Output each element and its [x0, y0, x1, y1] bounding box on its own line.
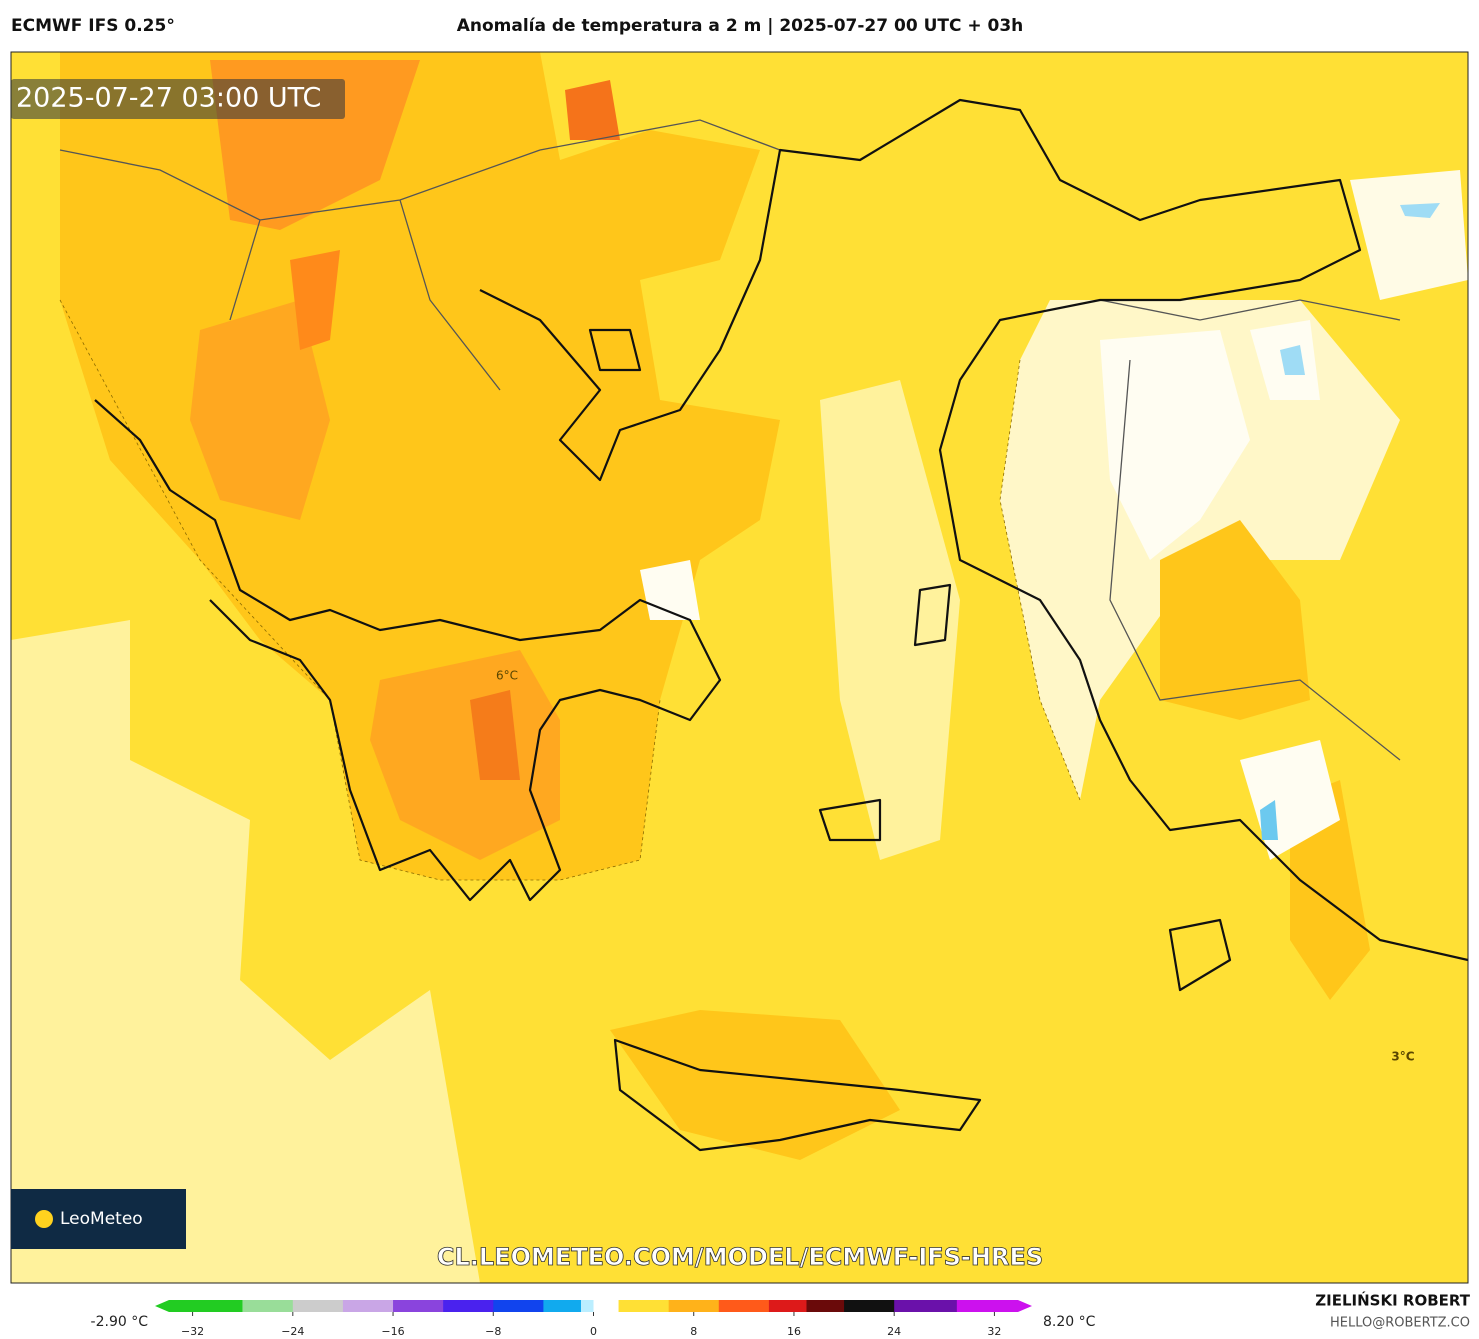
- field-dark-orange: [370, 650, 560, 860]
- min-value: -2.90 °C: [91, 1314, 149, 1330]
- contour-label: 3°C: [1391, 1050, 1414, 1064]
- field-cyan: [1260, 800, 1278, 840]
- colorbar-segment: [580, 1300, 594, 1312]
- island-coastline: [1168, 918, 1232, 992]
- crete-coastline: [613, 1038, 982, 1152]
- colorbar-segment: [543, 1300, 582, 1312]
- model-name: ECMWF IFS 0.25°: [11, 16, 175, 36]
- field-light: [11, 620, 480, 1283]
- colorbar-arrow: [956, 1300, 1032, 1312]
- colorbar-segment: [894, 1300, 958, 1312]
- logo-sun: [35, 1210, 53, 1228]
- author-email: HELLO@ROBERTZ.CO: [1330, 1316, 1470, 1331]
- colorbar-segment: [443, 1300, 494, 1312]
- logo-text: LeoMeteo: [60, 1209, 143, 1229]
- map-title: Anomalía de temperatura a 2 m | 2025-07-…: [457, 16, 1024, 36]
- field-core: [565, 80, 620, 140]
- contour: [59, 299, 661, 881]
- timestamp: 2025-07-27 03:00 UTC: [16, 83, 321, 114]
- field-cyan: [1400, 203, 1440, 218]
- field-core: [290, 250, 340, 350]
- island-coastline: [588, 328, 642, 372]
- colorbar-segment: [393, 1300, 444, 1312]
- coastline: [94, 399, 722, 902]
- field-cyan: [1280, 345, 1305, 375]
- timestamp-box: [11, 79, 345, 119]
- watermark-url: CL.LEOMETEO.COM/MODEL/ECMWF-IFS-HRES: [437, 1243, 1043, 1271]
- field-orange: [1160, 520, 1310, 720]
- field-light: [1350, 170, 1468, 300]
- colorbar-tick-label: 8: [690, 1325, 697, 1338]
- map-frame: [10, 51, 1469, 1284]
- colorbar-arrow: [155, 1300, 243, 1312]
- field-white: [1100, 330, 1250, 560]
- coastline: [479, 98, 1468, 962]
- colorbar-segment: [342, 1300, 394, 1312]
- colorbar-segment: [593, 1300, 620, 1312]
- island-coastline: [913, 583, 952, 647]
- colorbar-tick-label: −16: [381, 1325, 404, 1338]
- map: 6°C 3°C 2025-07-27 03:00 UTC LeoMeteo CL…: [10, 51, 1469, 1284]
- colorbar-segment: [806, 1300, 845, 1312]
- colorbar-tick-label: 24: [887, 1325, 901, 1338]
- colorbar-segment: [242, 1300, 294, 1312]
- colorbar-segment: [718, 1300, 770, 1312]
- contour-label: 6°C: [496, 669, 518, 683]
- field-light: [820, 380, 960, 860]
- max-value: 8.20 °C: [1043, 1314, 1096, 1330]
- author: ZIELIŃSKI ROBERT: [1315, 1291, 1470, 1310]
- field-dark-orange: [190, 300, 330, 520]
- field-core: [470, 690, 520, 780]
- colorbar-segment: [493, 1300, 544, 1312]
- colorbar-tick-label: 16: [787, 1325, 801, 1338]
- colorbar-tick-label: 0: [590, 1325, 597, 1338]
- colorbar-segment: [844, 1300, 895, 1312]
- colorbar-segment: [292, 1300, 344, 1312]
- island-coastline: [818, 798, 882, 842]
- colorbar-tick-label: 32: [987, 1325, 1001, 1338]
- colorbar-tick-label: −32: [181, 1325, 204, 1338]
- colorbar-segment: [668, 1300, 720, 1312]
- colorbar: −32 −24 −16 −8 0 8 16 24 32: [155, 1300, 1032, 1338]
- border: [59, 119, 1401, 761]
- colorbar-tick-label: −8: [485, 1325, 501, 1338]
- field-orange: [60, 52, 780, 880]
- field-orange: [610, 1010, 900, 1160]
- colorbar-tick-label: −24: [281, 1325, 304, 1338]
- colorbar-segment: [618, 1300, 670, 1312]
- colorbar-segment: [768, 1300, 807, 1312]
